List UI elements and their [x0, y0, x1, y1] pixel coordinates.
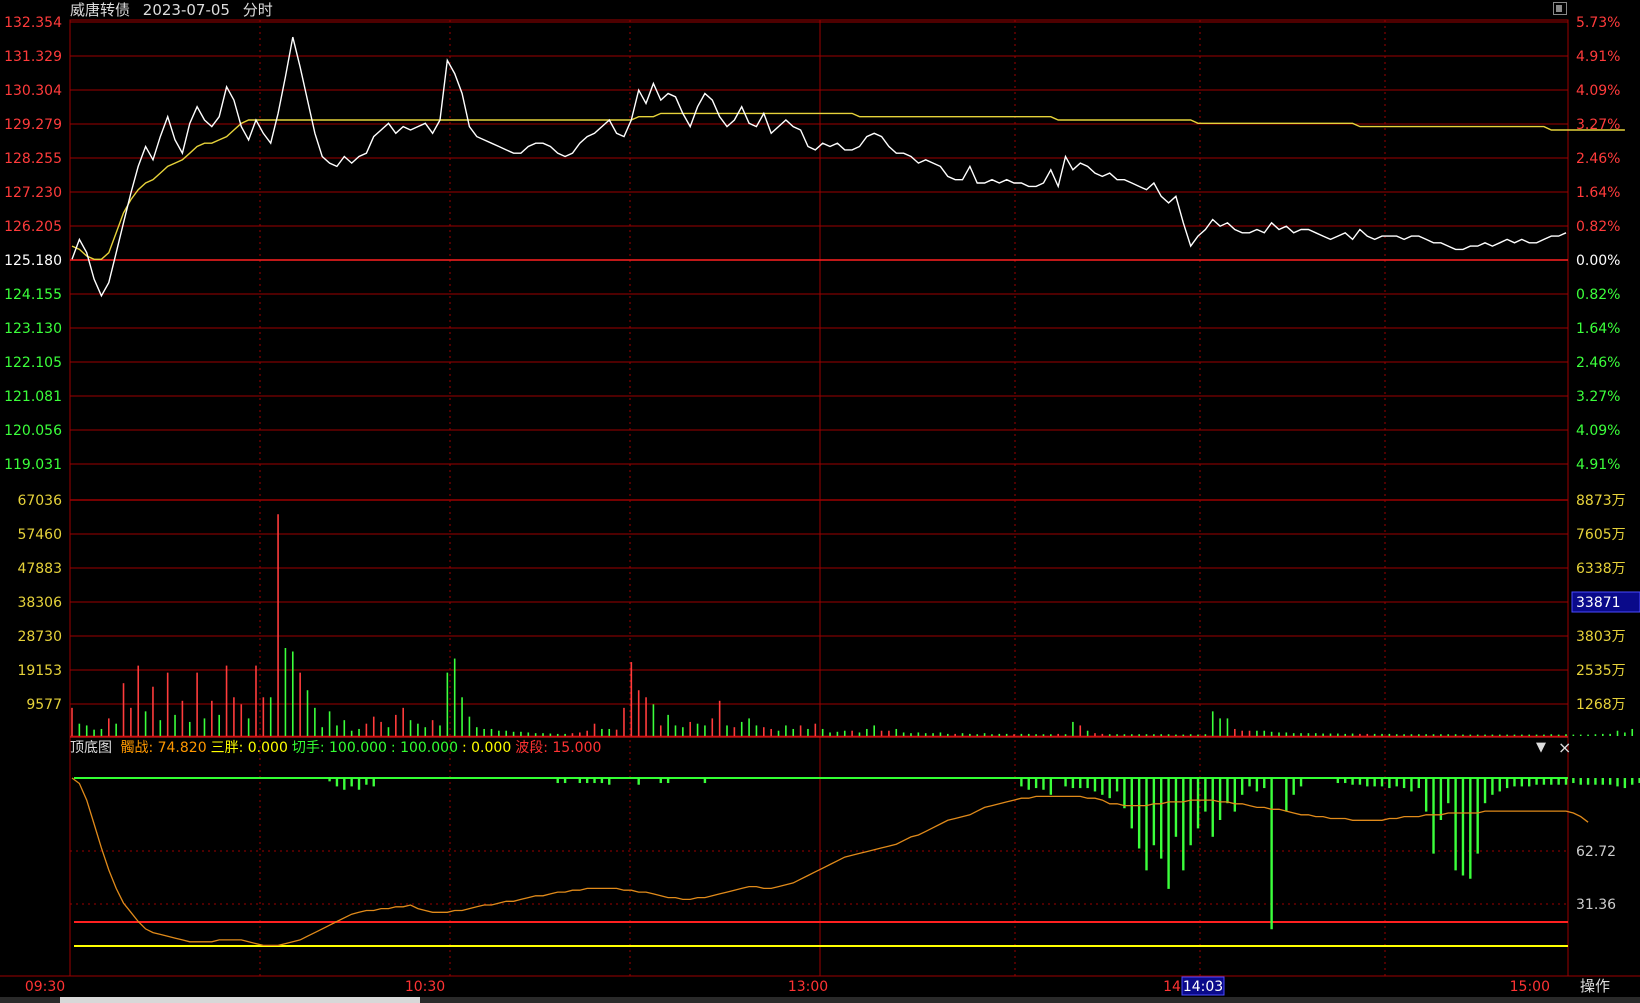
indicator-close-icon[interactable]: × [1558, 738, 1572, 757]
window-toggle-icon[interactable] [1553, 2, 1567, 15]
indicator-header: 顶底图 髑战: 74.820 三胖: 0.000 切手: 100.000: 100.… [70, 738, 609, 758]
pct-tick-label: 2.46% [1576, 151, 1620, 167]
price-line [71, 36, 1567, 298]
indicator-item-2: 切手: 100.000 [291, 740, 387, 756]
crosshair-volume-box [1571, 591, 1640, 613]
price-tick-label: 122.105 [4, 355, 62, 371]
price-tick-label: 130.304 [4, 83, 62, 99]
chart-frame [69, 19, 1569, 977]
price-tick-label: 127.230 [4, 185, 62, 201]
volume-tick-label: 67036 [17, 493, 62, 509]
pct-tick-label: 1.64% [1576, 185, 1620, 201]
price-tick-label: 128.255 [4, 151, 62, 167]
volume-right-label: 3803万 [1576, 629, 1626, 645]
indicator-item-0: 髑战: 74.820 [120, 740, 207, 756]
volume-tick-label: 28730 [17, 629, 62, 645]
pct-tick-label: 3.27% [1576, 389, 1620, 405]
oscillator-line [71, 777, 1589, 947]
price-tick-label: 129.279 [4, 117, 62, 133]
scrollbar-thumb[interactable] [60, 997, 420, 1003]
price-tick-label: 119.031 [4, 457, 62, 473]
volume-right-label: 6338万 [1576, 561, 1626, 577]
price-tick-label: 123.130 [4, 321, 62, 337]
chart-date: 2023-07-05 [142, 1, 230, 19]
volume-tick-label: 9577 [26, 697, 62, 713]
time-tick-label: 13:00 [788, 979, 828, 995]
crosshair-time-value: 14:03 [1183, 979, 1223, 995]
chart-mode: 分时 [242, 1, 273, 19]
crosshair-time-box [1181, 976, 1225, 996]
indicator-title[interactable]: 顶底图 [70, 740, 112, 756]
price-tick-label: 131.329 [4, 49, 62, 65]
pct-tick-label: 4.91% [1576, 49, 1620, 65]
time-tick-label: 09:30 [25, 979, 65, 995]
indicator-tick-label: 62.72 [1576, 844, 1616, 860]
pct-tick-label: 2.46% [1576, 355, 1620, 371]
price-tick-label: 132.354 [4, 15, 62, 31]
indicator-dropdown-icon[interactable]: ▼ [1536, 740, 1546, 755]
volume-tick-label: 19153 [17, 663, 62, 679]
indicator-item-3: : 100.000 [390, 740, 458, 756]
volume-tick-label: 38306 [17, 595, 62, 611]
pct-tick-label: 4.91% [1576, 457, 1620, 473]
pct-tick-label: 3.27% [1576, 117, 1620, 133]
crosshair-volume-value: 33871 [1576, 595, 1621, 611]
avg-price-line [71, 112, 1625, 260]
volume-right-label: 1268万 [1576, 697, 1626, 713]
security-name: 威唐转债 [70, 1, 131, 19]
indicator-tick-label: 31.36 [1576, 897, 1616, 913]
time-tick-label: 14 [1163, 979, 1181, 995]
price-tick-label: 121.081 [4, 389, 62, 405]
price-tick-label: 124.155 [4, 287, 62, 303]
volume-right-label: 7605万 [1576, 527, 1626, 543]
volume-tick-label: 57460 [17, 527, 62, 543]
price-tick-label: 126.205 [4, 219, 62, 235]
volume-right-label: 8873万 [1576, 493, 1626, 509]
chart-header: 威唐转债 2023-07-05 分时 [70, 0, 281, 20]
pct-tick-label: 0.82% [1576, 287, 1620, 303]
pct-tick-label: 4.09% [1576, 423, 1620, 439]
indicator-item-1: 三胖: 0.000 [210, 740, 288, 756]
price-tick-label: 125.180 [4, 253, 62, 269]
indicator-item-4: : 0.000 [461, 740, 512, 756]
horizontal-scrollbar[interactable] [0, 997, 1640, 1003]
pct-tick-label: 0.82% [1576, 219, 1620, 235]
time-tick-label: 10:30 [405, 979, 445, 995]
pct-tick-label: 5.73% [1576, 15, 1620, 31]
price-tick-label: 120.056 [4, 423, 62, 439]
time-tick-label: 15:00 [1510, 979, 1550, 995]
pct-tick-label: 4.09% [1576, 83, 1620, 99]
volume-tick-label: 47883 [17, 561, 62, 577]
pct-tick-label: 1.64% [1576, 321, 1620, 337]
volume-right-label: 2535万 [1576, 663, 1626, 679]
pct-tick-label: 0.00% [1576, 253, 1620, 269]
indicator-item-5: 波段: 15.000 [515, 740, 602, 756]
operate-button[interactable]: 操作 [1580, 977, 1611, 995]
